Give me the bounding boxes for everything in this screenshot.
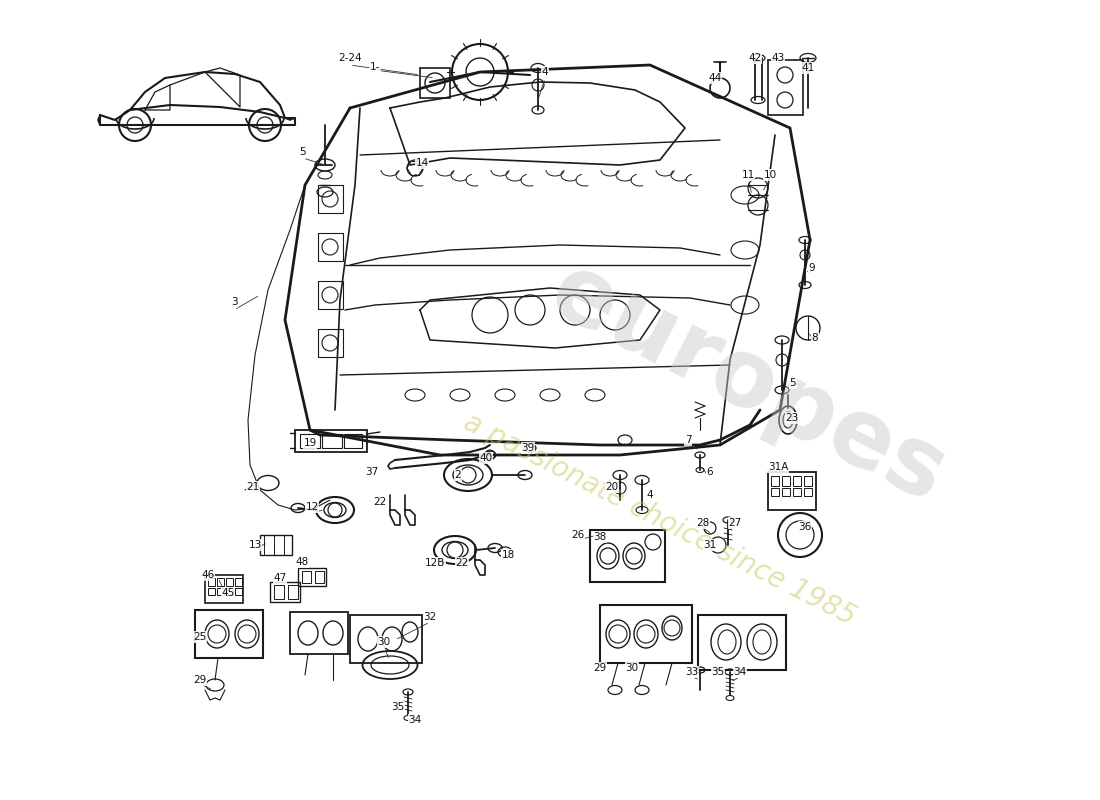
Text: 18: 18 [502, 550, 515, 560]
Bar [804, 476, 812, 486]
Bar [260, 535, 292, 555]
Bar [274, 585, 284, 599]
Text: 47: 47 [274, 573, 287, 583]
Bar [217, 588, 224, 595]
Text: 40: 40 [480, 453, 493, 463]
Text: 13: 13 [249, 540, 262, 550]
Bar [226, 578, 233, 586]
Bar [302, 571, 311, 583]
Text: 32: 32 [424, 612, 437, 622]
Text: 34: 34 [408, 715, 421, 725]
Text: 29: 29 [593, 663, 606, 673]
Bar [600, 605, 692, 663]
Text: 31: 31 [703, 540, 716, 550]
Bar [590, 530, 666, 582]
Bar [771, 488, 779, 496]
Text: 23: 23 [785, 413, 799, 423]
Bar [226, 588, 233, 595]
Text: 39: 39 [521, 443, 535, 453]
Text: 29: 29 [194, 675, 207, 685]
Bar [208, 588, 214, 595]
Bar [270, 582, 300, 602]
Bar [217, 578, 224, 586]
Text: 35: 35 [392, 702, 405, 712]
Text: 11: 11 [741, 170, 755, 180]
Text: 21: 21 [246, 482, 260, 492]
Bar [322, 434, 342, 448]
Text: 35: 35 [712, 667, 725, 677]
Text: 5: 5 [790, 378, 796, 388]
Text: 2-24: 2-24 [338, 53, 362, 63]
Bar [793, 476, 801, 486]
Bar [420, 68, 450, 98]
Bar [771, 476, 779, 486]
Text: 34: 34 [734, 667, 747, 677]
Bar [793, 488, 801, 496]
Bar [288, 585, 298, 599]
Bar [768, 60, 803, 115]
Text: 26: 26 [571, 530, 584, 540]
Text: 2: 2 [454, 470, 461, 480]
Bar [318, 329, 343, 357]
Text: 7: 7 [684, 435, 691, 445]
Text: 25: 25 [194, 632, 207, 642]
Text: 5: 5 [299, 147, 306, 157]
Text: 22: 22 [455, 558, 469, 568]
Text: 31A: 31A [768, 462, 789, 472]
Text: 30: 30 [377, 637, 390, 647]
Text: 1-: 1- [370, 62, 381, 72]
Bar [350, 615, 422, 663]
Text: 44: 44 [708, 73, 722, 83]
Bar [698, 615, 786, 670]
Text: 4: 4 [647, 490, 653, 500]
Text: 9: 9 [808, 263, 815, 273]
Text: europes: europes [536, 246, 960, 522]
Bar [318, 185, 343, 213]
Bar [298, 568, 326, 586]
Text: 43: 43 [771, 53, 784, 63]
Bar [344, 434, 362, 448]
Bar [315, 571, 324, 583]
Text: 30: 30 [626, 663, 639, 673]
Bar [768, 472, 816, 510]
Text: 38: 38 [593, 532, 606, 542]
Text: 41: 41 [802, 63, 815, 73]
Text: 20: 20 [605, 482, 618, 492]
Text: 45: 45 [221, 588, 234, 598]
Text: 27: 27 [728, 518, 741, 528]
Bar [295, 430, 367, 452]
Text: 14: 14 [416, 158, 429, 168]
Bar [235, 588, 242, 595]
Text: 46: 46 [201, 570, 214, 580]
Text: 4: 4 [541, 67, 548, 77]
Bar [782, 488, 790, 496]
Bar [318, 281, 343, 309]
Text: 36: 36 [799, 522, 812, 532]
Bar [290, 612, 348, 654]
Text: 10: 10 [763, 170, 777, 180]
Text: 12B: 12B [425, 558, 446, 568]
Text: 42: 42 [748, 53, 761, 63]
Text: 3: 3 [231, 297, 238, 307]
Text: 12: 12 [306, 502, 319, 512]
Bar [318, 233, 343, 261]
Text: 48: 48 [296, 557, 309, 567]
Text: 37: 37 [365, 467, 378, 477]
Bar [235, 578, 242, 586]
Text: 8: 8 [812, 333, 818, 343]
Bar [208, 578, 214, 586]
Bar [195, 610, 263, 658]
Bar [804, 488, 812, 496]
Text: 6: 6 [706, 467, 713, 477]
Bar [782, 476, 790, 486]
Text: 28: 28 [696, 518, 710, 528]
Bar [300, 434, 320, 448]
Text: a passionate choice since 1985: a passionate choice since 1985 [460, 409, 860, 631]
Bar [205, 575, 243, 603]
Text: 22: 22 [373, 497, 386, 507]
Text: 19: 19 [304, 438, 317, 448]
Text: 33: 33 [685, 667, 698, 677]
